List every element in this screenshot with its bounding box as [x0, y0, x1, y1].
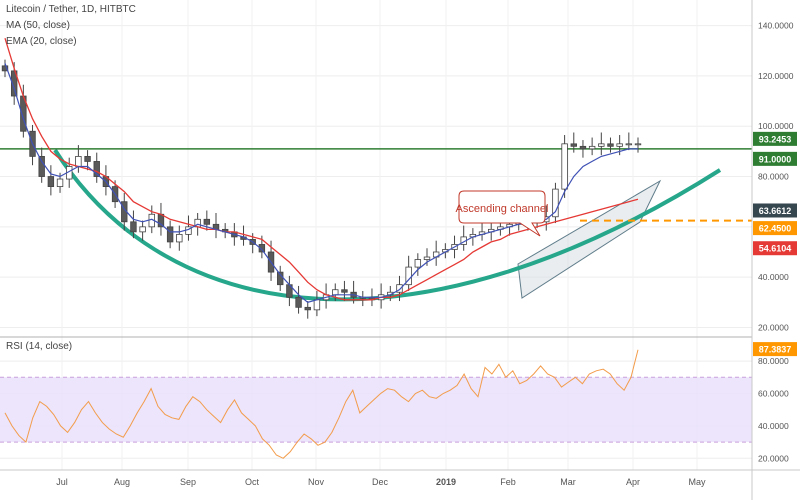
annotation-callout[interactable]: Ascending channel — [456, 190, 549, 237]
candle — [1, 65, 9, 72]
time-tick-label: May — [688, 477, 706, 487]
price-badge — [753, 221, 797, 236]
time-tick-label: Apr — [626, 477, 640, 487]
candle — [332, 289, 339, 296]
candle — [414, 259, 422, 268]
annotation-text: Ascending channel — [456, 203, 549, 215]
ema-indicator-label[interactable]: EMA (20, close) — [6, 36, 77, 47]
candle — [598, 143, 605, 147]
candle — [166, 226, 174, 243]
candle — [93, 161, 100, 177]
price-tick-label: 140.0000 — [758, 21, 794, 31]
candle — [561, 143, 568, 190]
rsi-tick-label: 60.0000 — [758, 388, 789, 398]
candle — [203, 218, 211, 225]
rsi-band — [0, 377, 752, 443]
candle — [588, 145, 596, 150]
time-tick-label: Dec — [372, 477, 389, 487]
cup-curve — [53, 148, 722, 302]
price-tick-label: 40.0000 — [758, 272, 789, 282]
rsi-badge-label: 87.3837 — [759, 345, 792, 355]
candle — [396, 284, 403, 293]
annotation-bubble — [458, 190, 546, 237]
price-tick-label: 100.0000 — [758, 121, 794, 131]
candle — [634, 143, 642, 146]
time-tick-label: 2019 — [436, 477, 456, 487]
candle — [10, 70, 18, 97]
price-badge-label: 93.2453 — [759, 134, 792, 144]
price-badge — [753, 151, 797, 166]
rsi-indicator-label[interactable]: RSI (14, close) — [6, 341, 73, 352]
candle — [423, 256, 431, 260]
price-badge — [753, 241, 797, 256]
candle — [313, 299, 321, 311]
candle — [56, 178, 64, 187]
price-badge-label: 63.6612 — [759, 206, 792, 216]
time-tick-label: Feb — [500, 477, 516, 487]
rsi-tick-label: 40.0000 — [758, 421, 789, 431]
time-tick-label: Nov — [308, 477, 325, 487]
price-badge — [753, 131, 797, 146]
candle — [579, 145, 587, 150]
price-badge — [753, 203, 797, 218]
candle — [552, 188, 559, 218]
price-badges: 93.2453 91.0000 63.6612 62.4500 54.6104 87.38… — [753, 131, 797, 357]
time-tick-label: Sep — [180, 477, 196, 487]
rsi-tick-label: 80.0000 — [758, 356, 789, 366]
time-tick-label: Jul — [56, 477, 68, 487]
ma-indicator-label[interactable]: MA (50, close) — [6, 20, 70, 31]
chart-title: Litecoin / Tether, 1D, HITBTC — [6, 4, 136, 15]
time-tick-label: Mar — [560, 477, 576, 487]
rsi-line — [4, 349, 639, 459]
time-tick-label: Aug — [114, 477, 130, 487]
candle — [570, 143, 577, 147]
price-badge-label: 62.4500 — [759, 224, 792, 234]
candle — [176, 233, 183, 243]
price-tick-label: 80.0000 — [758, 172, 789, 182]
rsi-badge — [753, 342, 797, 357]
price-badge-label: 91.0000 — [759, 154, 792, 164]
price-badge-label: 54.6104 — [759, 244, 792, 254]
candle — [304, 306, 311, 311]
candle — [130, 221, 137, 233]
candle — [341, 289, 348, 293]
candle — [84, 156, 91, 162]
candle — [75, 156, 82, 167]
rsi-axis[interactable]: 80.0000 60.0000 40.0000 20.0000 — [758, 356, 789, 463]
candle — [616, 143, 623, 147]
time-tick-label: Oct — [245, 477, 260, 487]
candle — [38, 156, 45, 177]
rsi-tick-label: 20.0000 — [758, 453, 789, 463]
candle — [47, 176, 55, 187]
candle — [139, 226, 146, 233]
candle — [295, 296, 302, 308]
price-tick-label: 120.0000 — [758, 71, 794, 81]
price-tick-label: 20.0000 — [758, 322, 789, 332]
candle — [607, 143, 614, 147]
candle — [625, 143, 633, 146]
time-axis[interactable]: Jul Aug Sep Oct Nov Dec 2019 Feb Mar Apr May — [56, 477, 706, 487]
candle — [258, 244, 266, 253]
